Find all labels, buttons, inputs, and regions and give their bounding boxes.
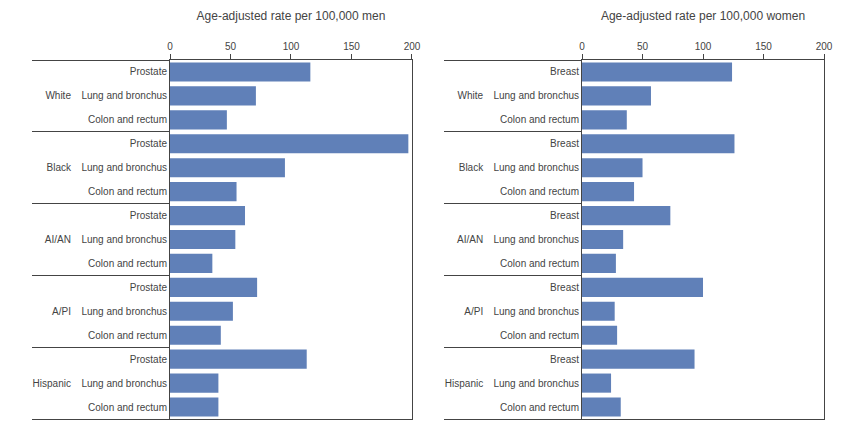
svg-text:Colon and rectum: Colon and rectum xyxy=(88,114,167,125)
svg-text:50: 50 xyxy=(225,41,237,52)
svg-text:Lung and bronchus: Lung and bronchus xyxy=(81,234,167,245)
svg-text:A/PI: A/PI xyxy=(464,306,483,317)
svg-text:Colon and rectum: Colon and rectum xyxy=(88,258,167,269)
svg-text:Colon and rectum: Colon and rectum xyxy=(500,330,579,341)
svg-text:Colon and rectum: Colon and rectum xyxy=(500,114,579,125)
svg-text:Colon and rectum: Colon and rectum xyxy=(500,186,579,197)
svg-text:Lung and bronchus: Lung and bronchus xyxy=(493,162,579,173)
svg-text:Age-adjusted rate per 100,000: Age-adjusted rate per 100,000 men xyxy=(197,9,386,23)
svg-text:Colon and rectum: Colon and rectum xyxy=(88,330,167,341)
svg-text:Breast: Breast xyxy=(550,282,579,293)
svg-text:Lung and bronchus: Lung and bronchus xyxy=(493,90,579,101)
svg-text:White: White xyxy=(45,90,71,101)
svg-text:Lung and bronchus: Lung and bronchus xyxy=(493,306,579,317)
svg-text:200: 200 xyxy=(816,41,833,52)
svg-text:100: 100 xyxy=(283,41,300,52)
svg-text:Hispanic: Hispanic xyxy=(33,378,71,389)
svg-text:Prostate: Prostate xyxy=(130,354,168,365)
svg-text:AI/AN: AI/AN xyxy=(457,234,483,245)
svg-text:Lung and bronchus: Lung and bronchus xyxy=(493,234,579,245)
svg-text:Prostate: Prostate xyxy=(130,210,168,221)
svg-text:White: White xyxy=(458,90,484,101)
svg-text:Lung and bronchus: Lung and bronchus xyxy=(493,378,579,389)
svg-text:Breast: Breast xyxy=(550,66,579,77)
svg-text:Prostate: Prostate xyxy=(130,66,168,77)
svg-text:0: 0 xyxy=(579,41,585,52)
svg-text:Colon and rectum: Colon and rectum xyxy=(88,402,167,413)
svg-text:150: 150 xyxy=(343,41,360,52)
svg-text:Lung and bronchus: Lung and bronchus xyxy=(81,162,167,173)
svg-text:200: 200 xyxy=(404,41,421,52)
svg-text:Age-adjusted rate per 100,000: Age-adjusted rate per 100,000 women xyxy=(601,9,805,23)
svg-text:0: 0 xyxy=(167,41,173,52)
svg-text:Hispanic: Hispanic xyxy=(445,378,483,389)
svg-text:Lung and bronchus: Lung and bronchus xyxy=(81,306,167,317)
svg-text:Breast: Breast xyxy=(550,138,579,149)
svg-text:Colon and rectum: Colon and rectum xyxy=(500,402,579,413)
svg-text:Black: Black xyxy=(46,162,71,173)
svg-text:Black: Black xyxy=(459,162,484,173)
svg-text:Colon and rectum: Colon and rectum xyxy=(500,258,579,269)
svg-text:Lung and bronchus: Lung and bronchus xyxy=(81,378,167,389)
svg-text:Colon and rectum: Colon and rectum xyxy=(88,186,167,197)
svg-text:Prostate: Prostate xyxy=(130,282,168,293)
svg-text:AI/AN: AI/AN xyxy=(45,234,71,245)
svg-text:150: 150 xyxy=(755,41,772,52)
svg-text:Prostate: Prostate xyxy=(130,138,168,149)
svg-text:50: 50 xyxy=(637,41,649,52)
svg-text:100: 100 xyxy=(695,41,712,52)
svg-text:Breast: Breast xyxy=(550,354,579,365)
svg-text:Lung and bronchus: Lung and bronchus xyxy=(81,90,167,101)
svg-text:Breast: Breast xyxy=(550,210,579,221)
svg-text:A/PI: A/PI xyxy=(52,306,71,317)
